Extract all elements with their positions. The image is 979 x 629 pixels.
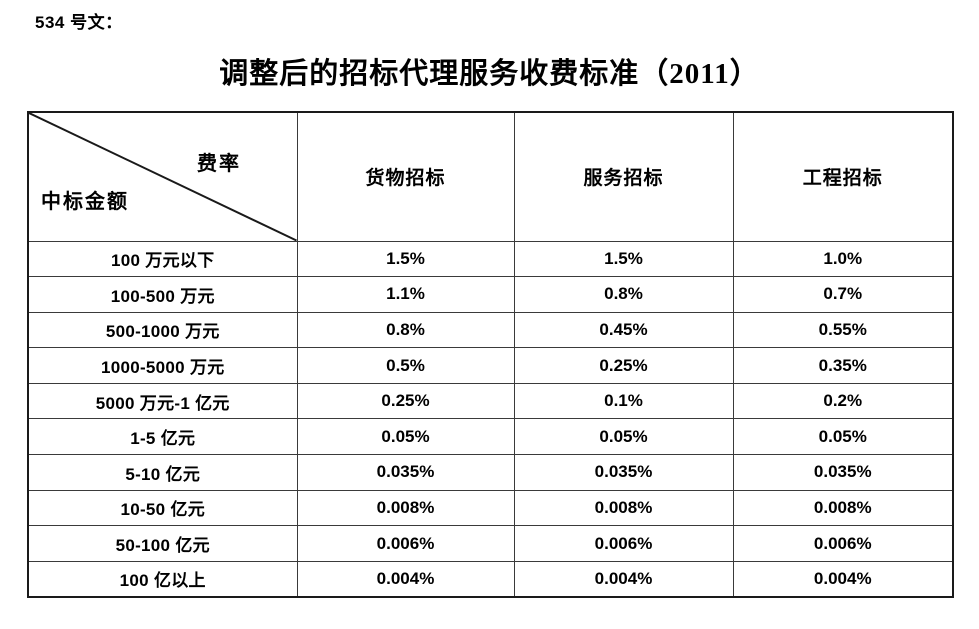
row-label: 10-50 亿元 (27, 489, 298, 527)
rate-cell: 0.7% (732, 276, 954, 313)
table-row: 100 亿以上 0.004% 0.004% 0.004% (27, 560, 954, 598)
rate-cell: 1.5% (513, 240, 734, 278)
page-title: 调整后的招标代理服务收费标准（2011） (219, 58, 760, 90)
rate-cell: 0.8% (296, 311, 515, 349)
rate-cell: 0.45% (513, 311, 734, 349)
table-row: 1000-5000 万元 0.5% 0.25% 0.35% (27, 347, 954, 384)
rate-cell: 0.008% (296, 489, 515, 527)
row-label: 500-1000 万元 (27, 311, 298, 349)
row-label: 5-10 亿元 (27, 454, 298, 491)
fee-rate-table: 费率 中标金额 货物招标 服务招标 工程招标 100 万元以下 1.5% 1.5… (27, 111, 954, 598)
rate-cell: 0.035% (513, 454, 734, 491)
rate-cell: 1.5% (296, 240, 515, 278)
table-row: 100-500 万元 1.1% 0.8% 0.7% (27, 276, 954, 313)
rate-cell: 0.008% (732, 489, 954, 527)
column-header-services: 服务招标 (513, 111, 734, 242)
rate-cell: 1.1% (296, 276, 515, 313)
column-header-goods: 货物招标 (296, 111, 515, 242)
row-label: 5000 万元-1 亿元 (27, 382, 298, 420)
row-label: 1000-5000 万元 (27, 347, 298, 384)
corner-label-amount: 中标金额 (41, 191, 129, 213)
corner-label-rate: 费率 (197, 153, 241, 175)
table-row: 5000 万元-1 亿元 0.25% 0.1% 0.2% (27, 382, 954, 420)
rate-cell: 0.004% (296, 560, 515, 598)
column-header-engineering: 工程招标 (732, 111, 954, 242)
rate-cell: 0.006% (513, 525, 734, 562)
rate-cell: 0.004% (732, 560, 954, 598)
rate-cell: 0.35% (732, 347, 954, 384)
table-row: 50-100 亿元 0.006% 0.006% 0.006% (27, 525, 954, 562)
row-label: 100 万元以下 (27, 240, 298, 278)
rate-cell: 0.25% (296, 382, 515, 420)
diagonal-line (29, 113, 296, 240)
rate-cell: 0.004% (513, 560, 734, 598)
rate-cell: 0.1% (513, 382, 734, 420)
rate-cell: 0.006% (296, 525, 515, 562)
row-label: 100 亿以上 (27, 560, 298, 598)
rate-cell: 0.2% (732, 382, 954, 420)
table-row: 100 万元以下 1.5% 1.5% 1.0% (27, 240, 954, 278)
doc-number: 534 号文： (35, 13, 123, 32)
rate-cell: 0.5% (296, 347, 515, 384)
table-row: 1-5 亿元 0.05% 0.05% 0.05% (27, 418, 954, 456)
row-label: 100-500 万元 (27, 276, 298, 313)
row-label: 1-5 亿元 (27, 418, 298, 456)
table-row: 10-50 亿元 0.008% 0.008% 0.008% (27, 489, 954, 527)
table-row: 500-1000 万元 0.8% 0.45% 0.55% (27, 311, 954, 349)
rate-cell: 0.25% (513, 347, 734, 384)
table-row: 5-10 亿元 0.035% 0.035% 0.035% (27, 454, 954, 491)
rate-cell: 0.55% (732, 311, 954, 349)
rate-cell: 1.0% (732, 240, 954, 278)
table-header-row: 费率 中标金额 货物招标 服务招标 工程招标 (27, 111, 954, 242)
row-label: 50-100 亿元 (27, 525, 298, 562)
rate-cell: 0.05% (732, 418, 954, 456)
diagonal-corner-cell: 费率 中标金额 (27, 111, 298, 242)
rate-cell: 0.05% (513, 418, 734, 456)
rate-cell: 0.008% (513, 489, 734, 527)
rate-cell: 0.006% (732, 525, 954, 562)
rate-cell: 0.035% (296, 454, 515, 491)
rate-cell: 0.8% (513, 276, 734, 313)
rate-cell: 0.05% (296, 418, 515, 456)
rate-cell: 0.035% (732, 454, 954, 491)
